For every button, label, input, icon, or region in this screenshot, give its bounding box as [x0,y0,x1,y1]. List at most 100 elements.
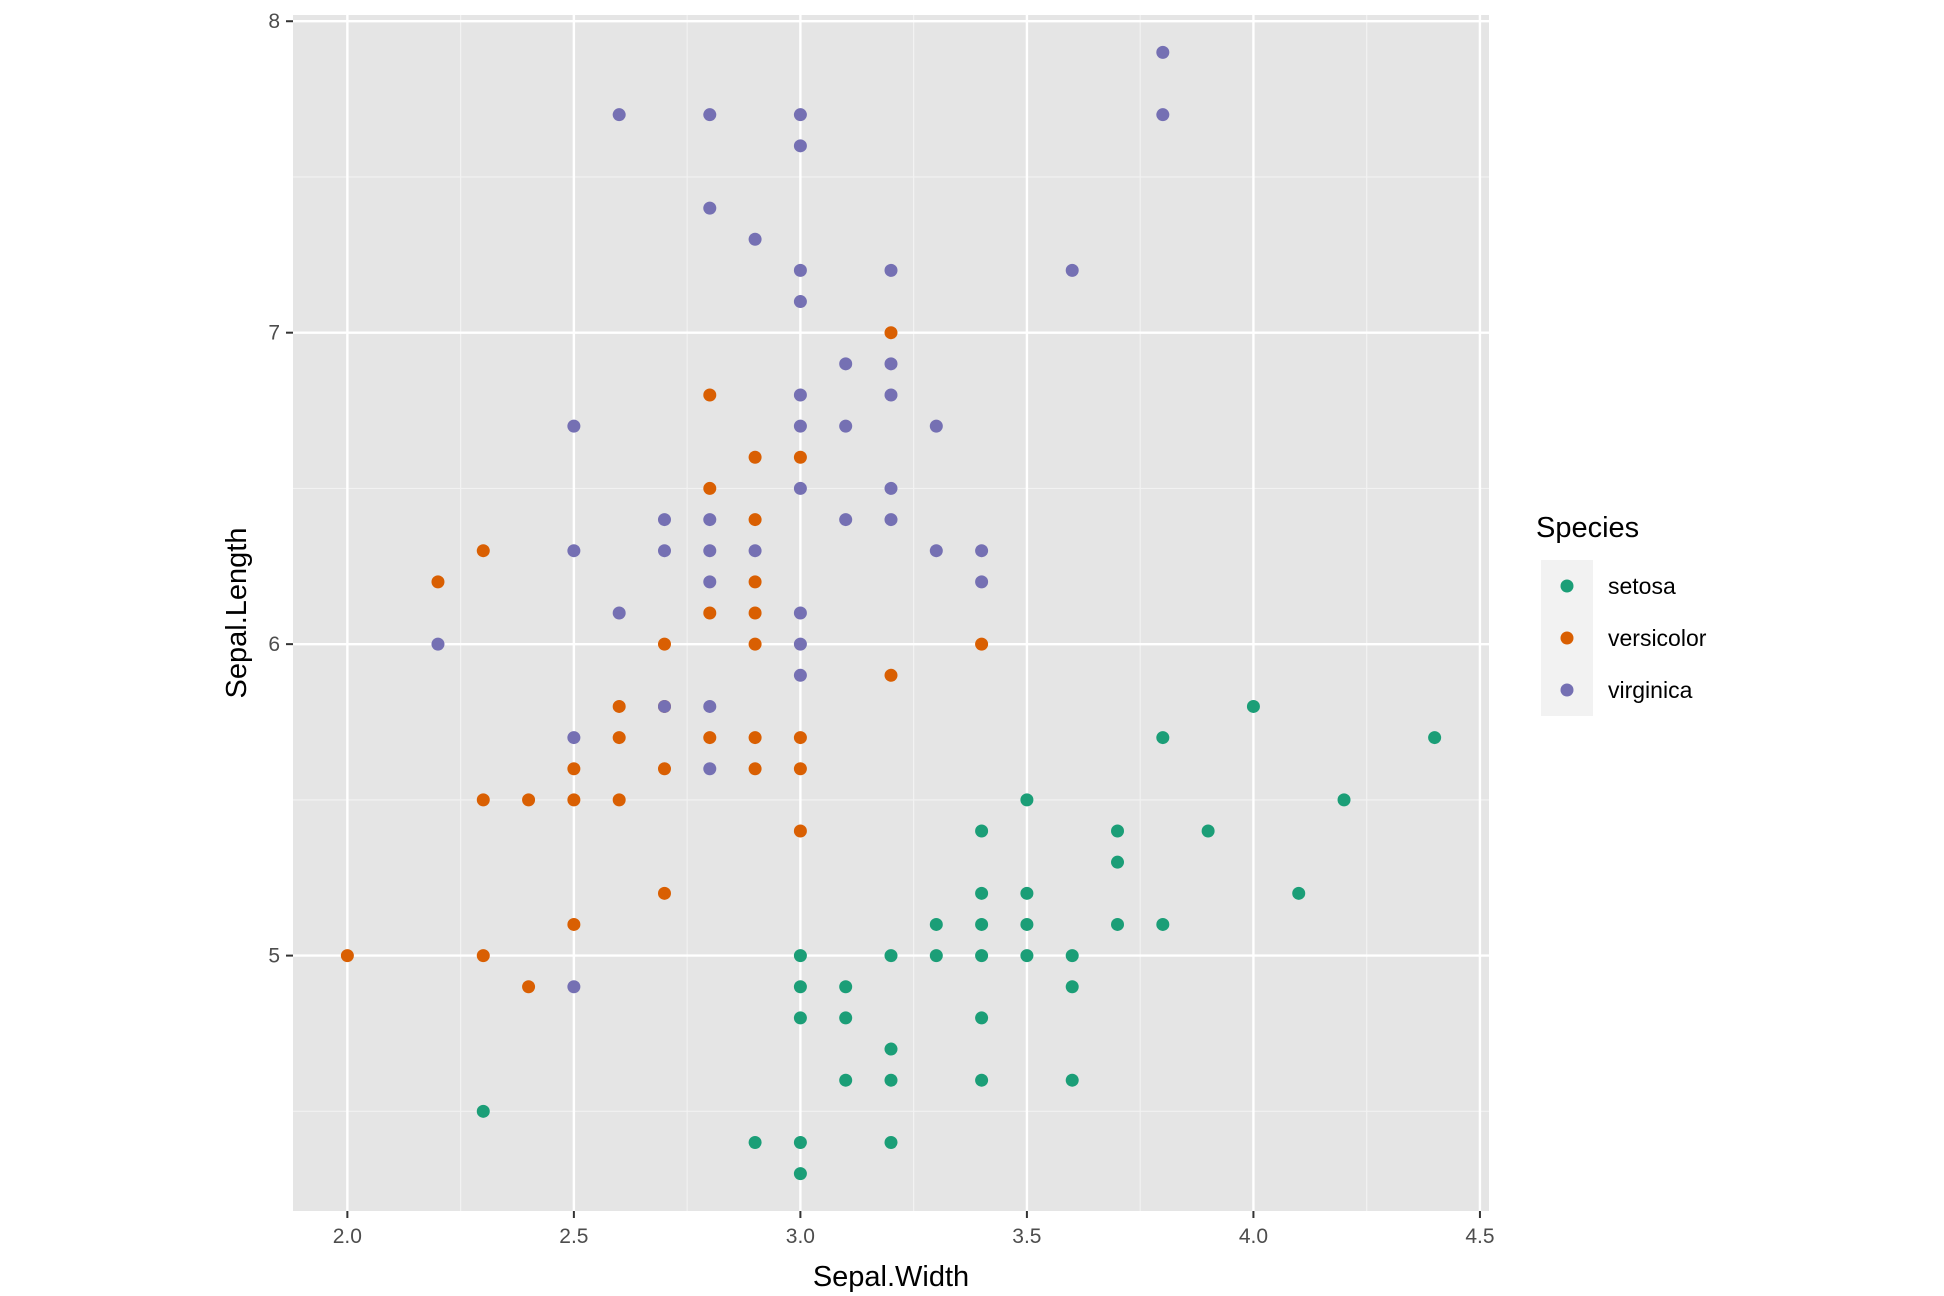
data-point-setosa [1020,886,1034,900]
data-point-virginica [657,699,671,713]
data-point-setosa [975,886,989,900]
data-point-virginica [748,544,762,558]
data-point-virginica [748,232,762,246]
data-point-virginica [884,263,898,277]
data-point-setosa [884,1135,898,1149]
data-point-setosa [839,1011,853,1025]
data-point-setosa [1337,793,1351,807]
data-point-virginica [793,419,807,433]
data-point-virginica [703,108,717,122]
data-point-virginica [975,575,989,589]
data-point-virginica [884,388,898,402]
data-point-setosa [793,980,807,994]
data-point-virginica [567,731,581,745]
data-point-versicolor [612,699,626,713]
data-point-versicolor [567,793,581,807]
data-point-versicolor [703,388,717,402]
data-point-virginica [1065,263,1079,277]
data-point-virginica [839,513,853,527]
y-tick-label: 7 [268,322,280,345]
data-point-virginica [793,108,807,122]
data-point-virginica [1156,108,1170,122]
data-point-setosa [1020,949,1034,963]
data-point-setosa [793,949,807,963]
data-point-setosa [1020,793,1034,807]
data-point-virginica [703,762,717,776]
legend-label-virginica: virginica [1608,677,1693,703]
data-point-virginica [657,544,671,558]
data-point-virginica [793,388,807,402]
data-point-virginica [793,637,807,651]
data-point-setosa [1065,949,1079,963]
data-point-setosa [1156,917,1170,931]
data-point-virginica [1156,45,1170,59]
data-point-versicolor [748,575,762,589]
data-point-virginica [793,481,807,495]
y-tick-label: 8 [268,10,280,33]
data-point-virginica [431,637,445,651]
legend-label-setosa: setosa [1608,573,1676,599]
data-point-versicolor [476,949,490,963]
data-point-setosa [1065,980,1079,994]
data-point-versicolor [793,762,807,776]
legend-key-virginica [1560,683,1574,697]
x-tick-label: 4.5 [1465,1225,1494,1248]
x-tick-label: 3.0 [786,1225,815,1248]
data-point-virginica [793,295,807,309]
data-point-versicolor [657,886,671,900]
x-axis-title: Sepal.Width [813,1261,969,1293]
data-point-versicolor [567,762,581,776]
data-point-setosa [1065,1073,1079,1087]
data-point-setosa [884,949,898,963]
data-point-setosa [748,1135,762,1149]
data-point-virginica [929,419,943,433]
data-point-virginica [839,357,853,371]
data-point-virginica [567,980,581,994]
legend: Species setosa versicolor virginica [1536,512,1707,716]
data-points [340,45,1442,1181]
data-point-versicolor [748,731,762,745]
data-point-versicolor [748,513,762,527]
data-point-setosa [1428,731,1442,745]
data-point-setosa [1111,824,1125,838]
data-point-setosa [929,917,943,931]
data-point-virginica [703,575,717,589]
data-point-setosa [476,1104,490,1118]
y-tick-label: 6 [268,633,280,656]
data-point-versicolor [703,481,717,495]
data-point-virginica [975,544,989,558]
data-point-setosa [975,824,989,838]
data-point-versicolor [748,762,762,776]
x-tick-label: 4.0 [1239,1225,1268,1248]
data-point-setosa [793,1167,807,1181]
data-point-versicolor [703,731,717,745]
y-axis-title: Sepal.Length [221,528,253,699]
data-point-virginica [567,419,581,433]
data-point-versicolor [612,793,626,807]
data-point-setosa [975,917,989,931]
data-point-versicolor [793,731,807,745]
legend-title: Species [1536,512,1639,544]
data-point-virginica [884,513,898,527]
data-point-setosa [975,949,989,963]
data-point-virginica [703,699,717,713]
data-point-setosa [793,1135,807,1149]
data-point-virginica [839,419,853,433]
data-point-virginica [884,357,898,371]
data-point-setosa [793,1011,807,1025]
legend-label-versicolor: versicolor [1608,625,1707,651]
data-point-virginica [612,606,626,620]
data-point-versicolor [657,637,671,651]
data-point-versicolor [703,606,717,620]
data-point-versicolor [793,824,807,838]
data-point-setosa [884,1042,898,1056]
data-point-setosa [1020,917,1034,931]
data-point-versicolor [793,450,807,464]
data-point-versicolor [884,326,898,340]
data-point-versicolor [476,544,490,558]
data-point-virginica [929,544,943,558]
data-point-setosa [1156,731,1170,745]
data-point-versicolor [884,668,898,682]
data-point-virginica [703,544,717,558]
